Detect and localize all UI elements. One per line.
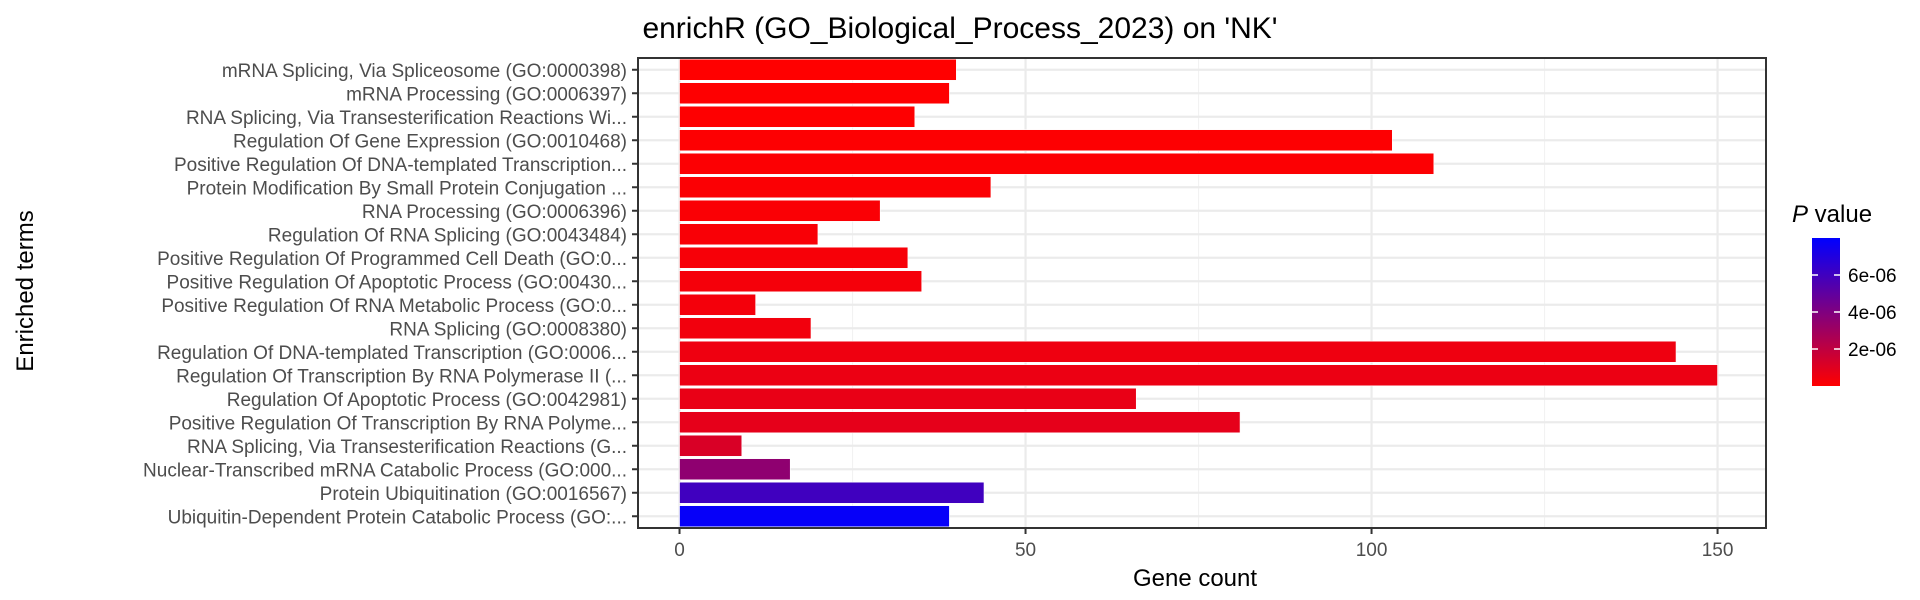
chart-title: enrichR (GO_Biological_Process_2023) on … — [642, 12, 1277, 45]
x-axis: 0 50 100 150 — [674, 528, 1733, 561]
bar — [679, 481, 985, 504]
bar — [679, 105, 916, 128]
bar — [679, 223, 819, 246]
y-tick-label: RNA Splicing, Via Transesterification Re… — [187, 437, 627, 458]
bar — [679, 434, 743, 457]
y-tick-label: Positive Regulation Of RNA Metabolic Pro… — [161, 296, 627, 317]
legend-tick-label: 6e-06 — [1848, 266, 1897, 287]
y-tick-label: mRNA Splicing, Via Spliceosome (GO:00003… — [222, 61, 627, 82]
legend-tick-label: 2e-06 — [1848, 340, 1897, 361]
legend-title-rest: value — [1808, 201, 1872, 228]
bar — [679, 364, 1718, 387]
bar — [679, 293, 756, 316]
bars — [679, 58, 1718, 528]
bar — [679, 129, 1393, 152]
bar — [679, 387, 1137, 410]
bar — [679, 199, 881, 222]
legend-tick-label: 4e-06 — [1848, 303, 1897, 324]
bar — [679, 82, 950, 105]
legend-title: P value — [1792, 201, 1872, 228]
y-tick-label: Regulation Of RNA Splicing (GO:0043484) — [268, 225, 627, 246]
x-tick-label: 50 — [1015, 540, 1036, 561]
y-tick-label: RNA Splicing (GO:0008380) — [389, 319, 627, 340]
y-tick-label: Regulation Of Transcription By RNA Polym… — [176, 366, 627, 387]
bar — [679, 340, 1677, 363]
y-tick-label: Ubiquitin-Dependent Protein Catabolic Pr… — [168, 507, 627, 528]
legend-title-italic: P — [1792, 201, 1808, 228]
bar — [679, 317, 812, 340]
bar — [679, 246, 909, 269]
y-tick-label: Positive Regulation Of DNA-templated Tra… — [174, 155, 627, 176]
x-tick-label: 150 — [1702, 540, 1734, 561]
x-axis-title: Gene count — [1133, 565, 1257, 592]
bar — [679, 176, 992, 199]
y-tick-label: mRNA Processing (GO:0006397) — [346, 84, 627, 105]
x-tick-label: 0 — [674, 540, 685, 561]
y-tick-label: Nuclear-Transcribed mRNA Catabolic Proce… — [143, 460, 627, 481]
y-tick-label: Protein Modification By Small Protein Co… — [187, 178, 627, 199]
x-tick-label: 100 — [1356, 540, 1388, 561]
y-tick-label: Positive Regulation Of Programmed Cell D… — [157, 249, 627, 270]
y-axis: mRNA Splicing, Via Spliceosome (GO:00003… — [143, 61, 638, 528]
bar — [679, 58, 957, 81]
bar — [679, 458, 791, 481]
bar — [679, 270, 923, 293]
y-tick-label: RNA Processing (GO:0006396) — [362, 202, 627, 223]
y-axis-title: Enriched terms — [12, 210, 39, 371]
bar — [679, 152, 1435, 175]
y-tick-label: Regulation Of Gene Expression (GO:001046… — [233, 131, 627, 152]
y-tick-label: Positive Regulation Of Apoptotic Process… — [167, 272, 627, 293]
y-tick-label: RNA Splicing, Via Transesterification Re… — [186, 108, 627, 129]
y-tick-label: Positive Regulation Of Transcription By … — [169, 413, 627, 434]
bar — [679, 411, 1241, 434]
y-tick-label: Regulation Of Apoptotic Process (GO:0042… — [227, 390, 627, 411]
pvalue-legend: P value 2e-06 4e-06 6e-06 — [1792, 201, 1897, 386]
grid-lines — [638, 58, 1766, 528]
y-tick-label: Regulation Of DNA-templated Transcriptio… — [157, 343, 627, 364]
panel-border — [637, 57, 1767, 529]
bar — [679, 505, 950, 528]
plot-panel: mRNA Splicing, Via Spliceosome (GO:00003… — [143, 57, 1767, 561]
y-tick-label: Protein Ubiquitination (GO:0016567) — [320, 484, 627, 505]
